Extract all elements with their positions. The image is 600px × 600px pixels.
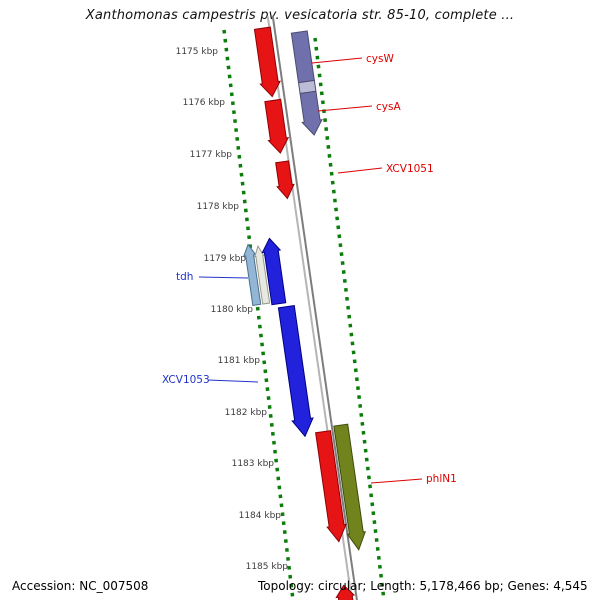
gene-arrow-phlN1-olive[interactable] xyxy=(332,423,368,551)
ruler-label: 1183 kbp xyxy=(232,459,275,469)
ruler-labels: 1175 kbp 1176 kbp 1177 kbp 1178 kbp 1179… xyxy=(176,47,289,572)
gene-label-cysA[interactable]: cysA xyxy=(376,101,401,113)
gene-arrow-tdh-pale[interactable] xyxy=(253,244,271,305)
ruler-label: 1176 kbp xyxy=(183,98,226,108)
gene-arrow-bottom-red[interactable] xyxy=(335,584,357,600)
tick-lines xyxy=(222,29,386,600)
gene-arrow-xcv1053[interactable] xyxy=(276,304,315,438)
leader-line-phlN1 xyxy=(370,478,423,484)
gene-label-phlN1[interactable]: phlN1 xyxy=(426,473,457,485)
gene-arrow-red-top-2[interactable] xyxy=(263,98,290,154)
ruler-label: 1181 kbp xyxy=(218,356,261,366)
ruler-label: 1175 kbp xyxy=(176,47,219,57)
ruler-label: 1182 kbp xyxy=(225,408,268,418)
status-bar: Accession: NC_007508 Topology: circular;… xyxy=(0,574,600,600)
gene-label-xcv1051[interactable]: XCV1051 xyxy=(386,163,434,175)
gene-arrows xyxy=(242,26,368,600)
gene-label-tdh[interactable]: tdh xyxy=(176,271,193,283)
gene-arrow-cysW[interactable] xyxy=(290,30,315,84)
leader-line-xcv1051 xyxy=(337,167,383,174)
gene-arrow-tdh-light[interactable] xyxy=(242,243,263,307)
gene-arrow-phlN1-red[interactable] xyxy=(314,430,349,543)
backbone-line-dark xyxy=(271,15,360,600)
ruler-label: 1184 kbp xyxy=(239,511,282,521)
gene-label-xcv1053[interactable]: XCV1053 xyxy=(162,374,210,386)
ruler-label: 1178 kbp xyxy=(197,202,240,212)
leader-line-cysW xyxy=(311,57,363,64)
leader-line-tdh xyxy=(198,276,249,279)
map-title: Xanthomonas campestris pv. vesicatoria s… xyxy=(85,8,515,23)
gene-arrow-xcv1051[interactable] xyxy=(274,160,296,200)
ruler-label: 1180 kbp xyxy=(211,305,254,315)
ruler-label: 1179 kbp xyxy=(204,254,247,264)
gene-label-cysW[interactable]: cysW xyxy=(366,53,394,65)
ruler-label: 1177 kbp xyxy=(190,150,233,160)
gene-arrow-cysA[interactable] xyxy=(298,90,324,136)
status-genome-info: Topology: circular; Length: 5,178,466 bp… xyxy=(258,579,588,593)
status-accession: Accession: NC_007508 xyxy=(12,579,149,593)
leader-line-cysA xyxy=(317,105,373,112)
gene-arrow-tdh[interactable] xyxy=(261,237,288,306)
gene-labels: cysW cysA XCV1051 tdh XCV1053 phlN1 xyxy=(162,53,457,485)
ruler-label: 1185 kbp xyxy=(246,562,289,572)
tick-line-left xyxy=(222,29,295,600)
leader-line-xcv1053 xyxy=(207,379,259,383)
gene-arrow-red-top-1[interactable] xyxy=(252,26,282,98)
